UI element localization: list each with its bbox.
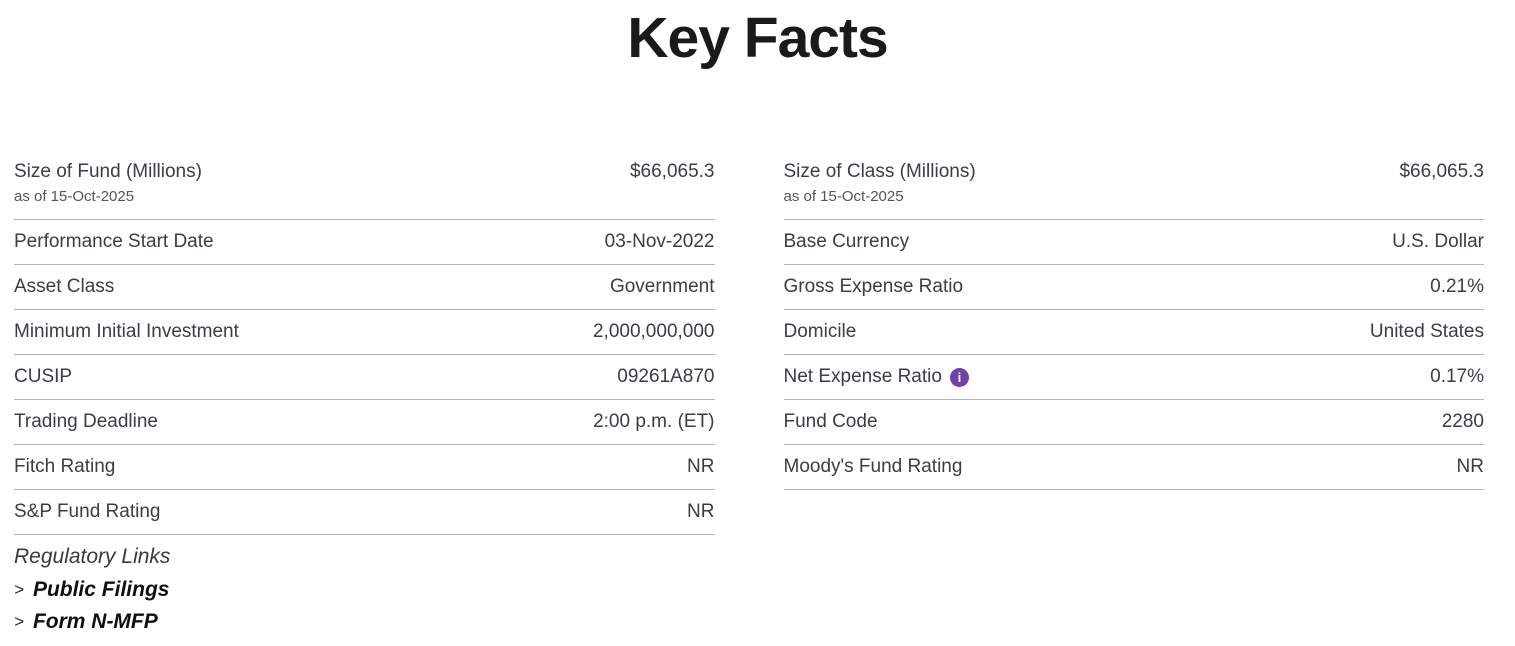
fact-row-size-of-class: Size of Class (Millions) $66,065.3 as of… [783,152,1484,220]
link-label: Public Filings [32,578,170,601]
key-facts-right-column: Size of Class (Millions) $66,065.3 as of… [783,152,1484,636]
fact-row-performance-start-date: Performance Start Date 03-Nov-2022 [14,220,715,265]
fact-label: Size of Fund (Millions) [14,161,202,182]
regulatory-links-heading: Regulatory Links [14,545,171,568]
fact-label: Fitch Rating [14,456,116,477]
fact-label: Gross Expense Ratio [783,276,964,297]
fact-value: U.S. Dollar [1392,231,1484,252]
fact-row-cusip: CUSIP 09261A870 [14,355,715,400]
chevron-right-icon: > [14,612,24,631]
fact-value: 09261A870 [617,366,715,387]
fact-value: $66,065.3 [629,161,715,182]
page-title: Key Facts [627,6,888,70]
fact-row-net-expense-ratio: Net Expense Ratio i 0.17% [783,355,1484,400]
key-facts-left-column: Size of Fund (Millions) $66,065.3 as of … [14,152,715,636]
fact-row-minimum-initial-investment: Minimum Initial Investment 2,000,000,000 [14,310,715,355]
info-icon[interactable]: i [949,367,969,387]
as-of-date: as of 15-Oct-2025 [14,188,135,205]
fact-row-asset-class: Asset Class Government [14,265,715,310]
fact-label: Moody's Fund Rating [783,456,963,477]
fact-value: 0.17% [1430,366,1484,387]
fact-label: Minimum Initial Investment [14,321,239,342]
as-of-date: as of 15-Oct-2025 [783,188,904,205]
fact-row-domicile: Domicile United States [783,310,1484,355]
fact-value: 2:00 p.m. (ET) [593,411,715,432]
fact-label: Asset Class [14,276,115,297]
fact-row-trading-deadline: Trading Deadline 2:00 p.m. (ET) [14,400,715,445]
public-filings-link[interactable]: > Public Filings [14,575,169,604]
fact-label: Size of Class (Millions) [783,161,976,182]
fact-row-gross-expense-ratio: Gross Expense Ratio 0.21% [783,265,1484,310]
fact-label: Base Currency [783,231,910,252]
fact-label: Net Expense Ratio i [784,366,969,388]
fact-value: 0.21% [1430,276,1484,297]
fact-value: NR [687,456,715,477]
form-n-mfp-link[interactable]: > Form N-MFP [14,607,158,636]
fact-label: S&P Fund Rating [14,501,161,522]
fact-label: Fund Code [783,411,878,432]
fact-row-sp-fund-rating: S&P Fund Rating NR [14,490,715,535]
fact-value: 2280 [1441,411,1484,432]
fact-label: Trading Deadline [14,411,158,432]
fact-label: Domicile [783,321,857,342]
fact-row-moodys-fund-rating: Moody's Fund Rating NR [783,445,1484,490]
fact-value: NR [1456,456,1484,477]
fact-value: $66,065.3 [1399,161,1484,182]
regulatory-links-section: Regulatory Links > Public Filings > Form… [14,542,715,636]
fact-row-size-of-fund: Size of Fund (Millions) $66,065.3 as of … [14,152,715,220]
key-facts-tables: Size of Fund (Millions) $66,065.3 as of … [14,152,1484,636]
chevron-right-icon: > [14,580,24,599]
fact-label: CUSIP [14,366,73,387]
fact-label-text: Net Expense Ratio [783,366,942,387]
fact-label: Performance Start Date [14,231,214,252]
fact-value: United States [1369,321,1484,342]
fact-row-fitch-rating: Fitch Rating NR [14,445,715,490]
fact-value: 2,000,000,000 [592,321,715,342]
fact-value: NR [687,501,715,522]
fact-value: 03-Nov-2022 [604,231,715,252]
link-label: Form N-MFP [32,610,158,633]
fact-row-fund-code: Fund Code 2280 [783,400,1484,445]
fact-value: Government [609,276,715,297]
fact-row-base-currency: Base Currency U.S. Dollar [783,220,1484,265]
